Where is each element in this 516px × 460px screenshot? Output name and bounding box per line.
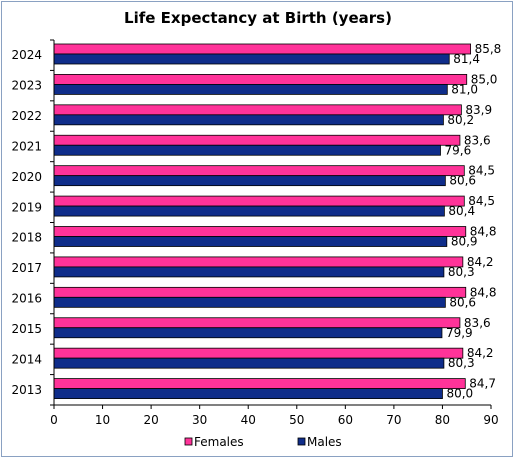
x-tick-label-80: 80 [435,413,450,427]
x-tick-label-20: 20 [143,413,158,427]
bar-females-2024 [53,43,472,55]
data-label-females-2013: 84,7 [469,377,496,391]
x-tick-label-30: 30 [192,413,207,427]
data-label-females-2020: 84,5 [468,164,495,178]
bar-males-2020 [53,175,446,187]
data-label-females-2016: 84,8 [470,285,497,299]
data-labels-layer: 85,881,485,081,083,980,283,679,684,580,6… [445,42,502,401]
x-tick-label-60: 60 [338,413,353,427]
data-label-females-2015: 83,6 [464,316,491,330]
bar-males-2017 [53,266,445,278]
x-tick-label-10: 10 [95,413,110,427]
legend-label-females: Females [194,435,244,449]
bar-females-2020 [53,165,465,177]
x-tick-label-0: 0 [50,413,58,427]
legend-label-males: Males [307,435,342,449]
x-tick-label-40: 40 [241,413,256,427]
bar-females-2015 [53,317,461,329]
bar-females-2014 [53,347,464,359]
data-label-males-2014: 80,3 [448,356,475,370]
category-label-2018: 2018 [11,231,42,245]
category-label-2022: 2022 [11,109,42,123]
bar-males-2013 [53,388,443,399]
category-label-2024: 2024 [11,48,42,62]
category-label-2013: 2013 [11,383,42,397]
data-label-females-2014: 84,2 [467,346,494,360]
data-label-males-2013: 80,0 [446,387,473,401]
bar-males-2024 [53,53,450,65]
data-label-females-2021: 83,6 [464,133,491,147]
data-label-males-2017: 80,3 [448,265,475,279]
bar-females-2021 [53,134,461,146]
bar-males-2022 [53,114,444,126]
data-label-males-2022: 80,2 [447,113,474,127]
data-label-males-2019: 80,4 [448,204,475,218]
bar-males-2023 [53,84,448,95]
data-label-males-2024: 81,4 [453,52,480,66]
category-label-2023: 2023 [11,79,42,93]
data-label-males-2020: 80,6 [449,174,476,188]
bar-males-2015 [53,327,443,339]
x-tick-label-50: 50 [289,413,304,427]
data-label-females-2024: 85,8 [475,42,502,56]
bar-males-2021 [53,144,441,156]
bar-males-2019 [53,205,445,217]
bar-females-2023 [53,74,468,85]
bar-females-2016 [53,286,467,298]
bar-females-2019 [53,195,465,207]
data-label-males-2016: 80,6 [449,295,476,309]
bar-females-2013 [53,378,466,389]
data-label-males-2015: 79,9 [446,326,473,340]
category-label-2019: 2019 [11,200,42,214]
category-label-2021: 2021 [11,139,42,153]
x-tick-label-70: 70 [386,413,401,427]
data-label-males-2018: 80,9 [451,235,478,249]
bar-males-2014 [53,357,445,369]
bar-males-2016 [53,296,446,308]
bars-layer [53,43,472,399]
legend-swatch-males [297,437,306,446]
axes-layer: 2024 2023 2022 2021 2020 2019 2018 2017 2016 2015… [11,39,499,427]
data-label-males-2023: 81,0 [451,82,478,96]
data-label-females-2018: 84,8 [470,225,497,239]
category-label-2020: 2020 [11,170,42,184]
category-label-2015: 2015 [11,322,42,336]
chart-title: Life Expectancy at Birth (years) [124,9,392,27]
category-label-2014: 2014 [11,352,42,366]
bar-females-2022 [53,104,462,116]
data-label-males-2021: 79,6 [445,143,472,157]
category-label-2017: 2017 [11,261,42,275]
x-tick-label-90: 90 [483,413,498,427]
legend-swatch-females [184,437,193,446]
data-label-females-2023: 85,0 [471,72,498,86]
data-label-females-2019: 84,5 [468,194,495,208]
bar-females-2017 [53,256,464,268]
bar-males-2018 [53,236,448,247]
category-label-2016: 2016 [11,292,42,306]
legend: Females Males [184,435,342,449]
bar-females-2018 [53,226,467,237]
data-label-females-2017: 84,2 [467,255,494,269]
data-label-females-2022: 83,9 [465,103,492,117]
